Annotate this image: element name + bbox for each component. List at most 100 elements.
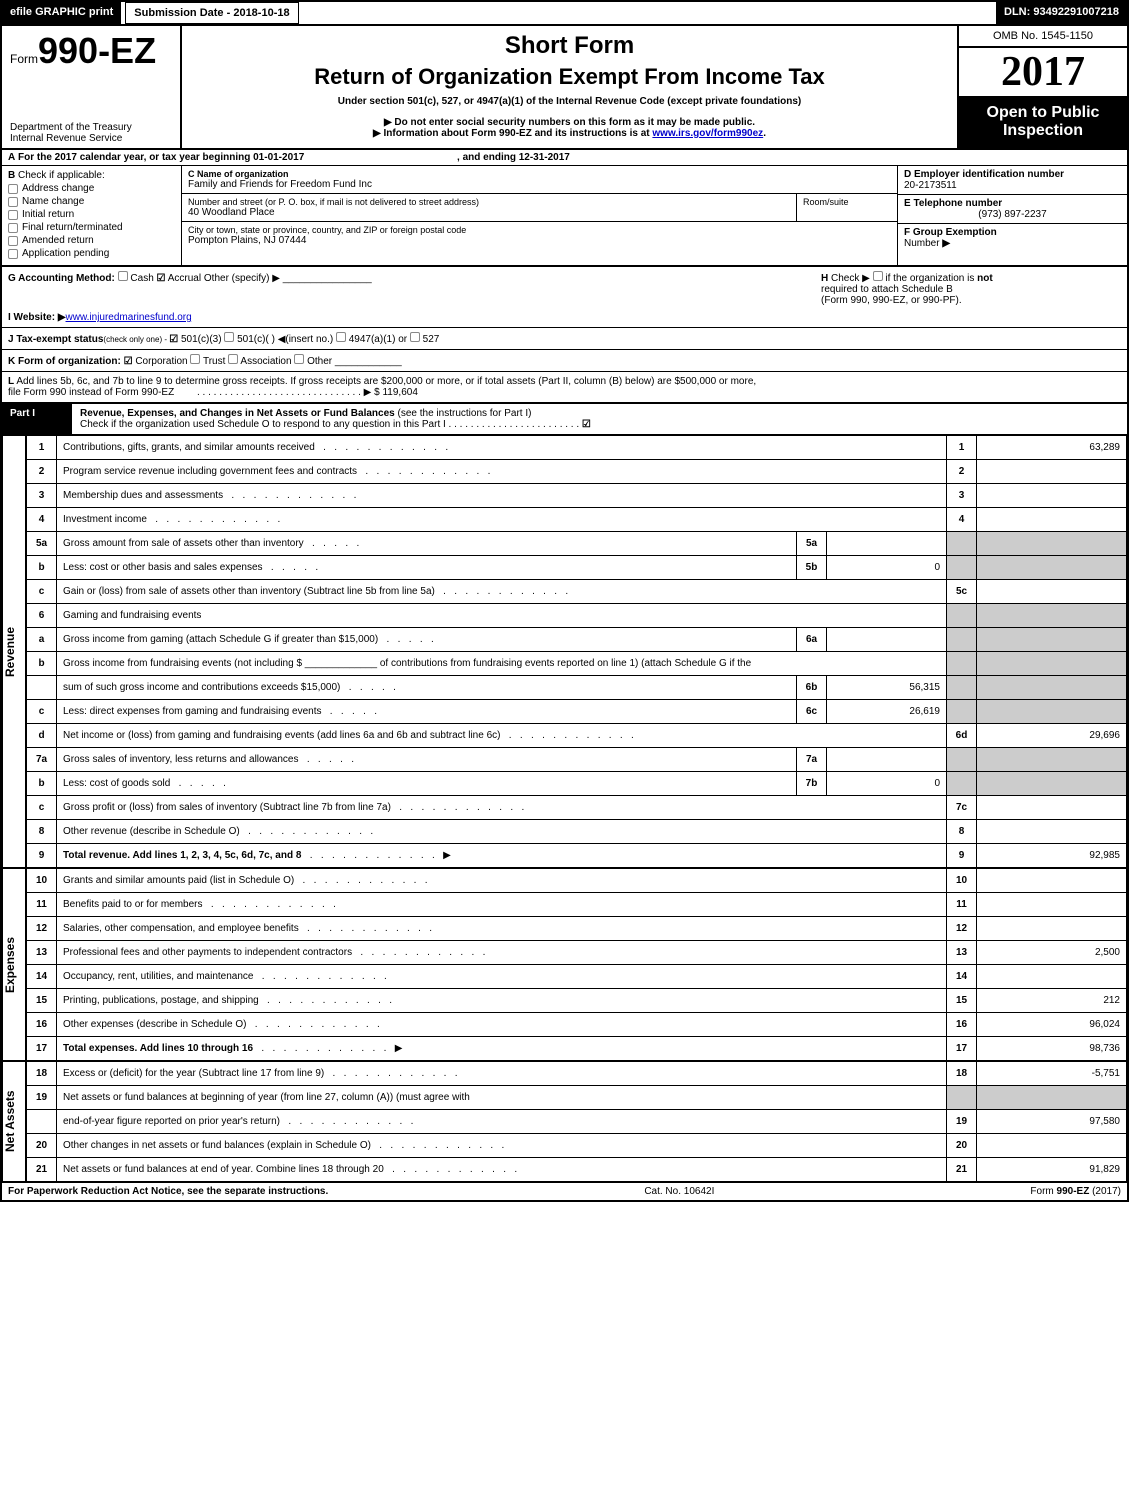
check-final-return[interactable]: Final return/terminated <box>8 222 175 233</box>
radio-icon[interactable] <box>118 271 128 281</box>
g-accrual: Accrual <box>168 273 201 284</box>
line-number: b <box>27 772 57 796</box>
table-row: 20Other changes in net assets or fund ba… <box>27 1134 1127 1158</box>
section-bcd: B Check if applicable: Address change Na… <box>2 166 1127 267</box>
line-number: 19 <box>27 1086 57 1110</box>
radio-icon[interactable] <box>294 354 304 364</box>
dept-treasury: Department of the Treasury <box>10 122 172 133</box>
netassets-section: Net Assets 18Excess or (deficit) for the… <box>2 1061 1127 1182</box>
h-text2: if the organization is <box>885 273 974 284</box>
room-label: Room/suite <box>803 197 891 207</box>
under-section: Under section 501(c), 527, or 4947(a)(1)… <box>192 96 947 107</box>
line-a-text: For the 2017 calendar year, or tax year … <box>18 152 253 163</box>
check-amended-return[interactable]: Amended return <box>8 235 175 246</box>
radio-icon[interactable] <box>410 332 420 342</box>
table-row: 19Net assets or fund balances at beginni… <box>27 1086 1127 1110</box>
checkmark-icon: ☑ <box>157 273 166 284</box>
l-text: Add lines 5b, 6c, and 7b to line 9 to de… <box>16 376 756 387</box>
table-row: end-of-year figure reported on prior yea… <box>27 1110 1127 1134</box>
line-description: sum of such gross income and contributio… <box>57 676 797 700</box>
line-amount <box>977 965 1127 989</box>
i-label: I Website: ▶ <box>8 312 66 323</box>
table-row: 14Occupancy, rent, utilities, and mainte… <box>27 965 1127 989</box>
website-link[interactable]: www.injuredmarinesfund.org <box>66 312 192 323</box>
line-amount <box>977 580 1127 604</box>
line-amount: -5,751 <box>977 1062 1127 1086</box>
efile-print-button[interactable]: efile GRAPHIC print <box>2 2 121 24</box>
opt-label: Final return/terminated <box>22 222 123 233</box>
line-ref: 11 <box>947 893 977 917</box>
table-row: 2Program service revenue including gover… <box>27 460 1127 484</box>
sub-line-number: 6a <box>797 628 827 652</box>
line-number: 14 <box>27 965 57 989</box>
line-description: Other changes in net assets or fund bala… <box>57 1134 947 1158</box>
line-ref: 16 <box>947 1013 977 1037</box>
form-header: Form990-EZ Department of the Treasury In… <box>2 26 1127 150</box>
check-application-pending[interactable]: Application pending <box>8 248 175 259</box>
line-description: Gross amount from sale of assets other t… <box>57 532 797 556</box>
check-initial-return[interactable]: Initial return <box>8 209 175 220</box>
netassets-side-label: Net Assets <box>2 1061 26 1182</box>
radio-icon[interactable] <box>224 332 234 342</box>
page-footer: For Paperwork Reduction Act Notice, see … <box>2 1182 1127 1200</box>
line-a-label: A <box>8 152 15 163</box>
col-c: C Name of organization Family and Friend… <box>182 166 897 265</box>
form-prefix: Form <box>10 52 38 66</box>
radio-icon[interactable] <box>190 354 200 364</box>
table-row: 13Professional fees and other payments t… <box>27 941 1127 965</box>
ssn-notice: ▶ Do not enter social security numbers o… <box>192 117 947 128</box>
c-name-label: C Name of organization <box>188 169 289 179</box>
check-name-change[interactable]: Name change <box>8 196 175 207</box>
h-text4: (Form 990, 990-EZ, or 990-PF). <box>821 295 962 306</box>
table-row: cLess: direct expenses from gaming and f… <box>27 700 1127 724</box>
line-number: c <box>27 796 57 820</box>
table-row: 7aGross sales of inventory, less returns… <box>27 748 1127 772</box>
line-amount: 98,736 <box>977 1037 1127 1061</box>
part1-header: Part I Revenue, Expenses, and Changes in… <box>2 404 1127 435</box>
grey-cell <box>977 700 1127 724</box>
sub-line-number: 6c <box>797 700 827 724</box>
radio-icon <box>8 210 18 220</box>
sub-line-value: 0 <box>827 556 947 580</box>
opt-label: Name change <box>22 196 84 207</box>
table-row: sum of such gross income and contributio… <box>27 676 1127 700</box>
line-amount: 29,696 <box>977 724 1127 748</box>
line-amount <box>977 820 1127 844</box>
footer-right: Form 990-EZ (2017) <box>1030 1186 1121 1197</box>
col-b: B Check if applicable: Address change Na… <box>2 166 182 265</box>
check-address-change[interactable]: Address change <box>8 183 175 194</box>
line-g: G Accounting Method: Cash ☑ Accrual Othe… <box>8 271 372 306</box>
table-row: 1Contributions, gifts, grants, and simil… <box>27 436 1127 460</box>
table-row: cGain or (loss) from sale of assets othe… <box>27 580 1127 604</box>
grey-cell <box>977 772 1127 796</box>
line-number: 10 <box>27 869 57 893</box>
j-o2: 501(c)( ) <box>237 334 275 345</box>
footer-right-pre: Form <box>1030 1186 1056 1197</box>
line-ref: 8 <box>947 820 977 844</box>
radio-icon <box>8 197 18 207</box>
line-ref: 6d <box>947 724 977 748</box>
line-description: Net assets or fund balances at end of ye… <box>57 1158 947 1182</box>
radio-icon[interactable] <box>336 332 346 342</box>
table-row: 21Net assets or fund balances at end of … <box>27 1158 1127 1182</box>
l-amount: ▶ $ 119,604 <box>364 387 418 398</box>
radio-icon[interactable] <box>228 354 238 364</box>
line-ref: 18 <box>947 1062 977 1086</box>
radio-icon[interactable] <box>873 271 883 281</box>
line-description: end-of-year figure reported on prior yea… <box>57 1110 947 1134</box>
f-label2: Number <box>904 238 940 249</box>
k-label: K Form of organization: <box>8 356 121 367</box>
c-city-label: City or town, state or province, country… <box>188 225 891 235</box>
radio-icon <box>8 249 18 259</box>
line-description: Benefits paid to or for members . . . . … <box>57 893 947 917</box>
line-number: 15 <box>27 989 57 1013</box>
revenue-side-label: Revenue <box>2 435 26 868</box>
info-notice: ▶ Information about Form 990-EZ and its … <box>192 128 947 139</box>
line-amount: 97,580 <box>977 1110 1127 1134</box>
line-number: 2 <box>27 460 57 484</box>
line-description: Less: direct expenses from gaming and fu… <box>57 700 797 724</box>
k-o2: Trust <box>203 356 225 367</box>
table-row: bLess: cost or other basis and sales exp… <box>27 556 1127 580</box>
line-amount <box>977 508 1127 532</box>
form990ez-link[interactable]: www.irs.gov/form990ez <box>652 128 763 139</box>
